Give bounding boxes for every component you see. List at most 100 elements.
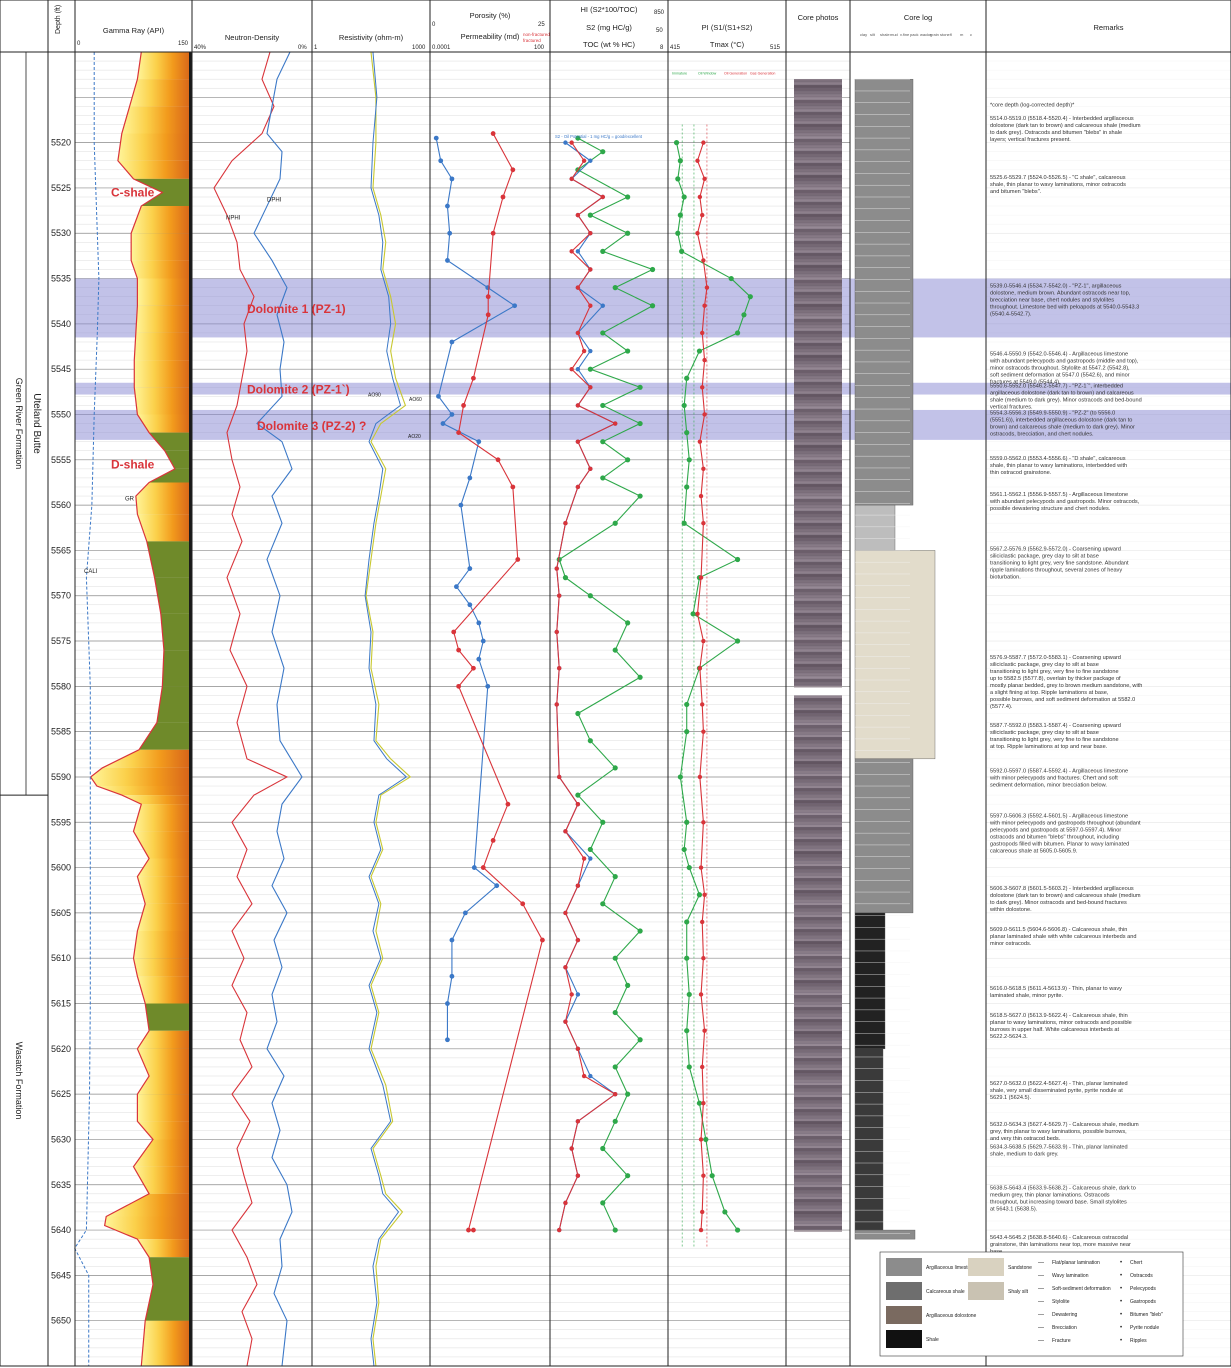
core-photo-band [794, 719, 842, 723]
shale-label: C-shale [111, 185, 155, 199]
core-photo-band [794, 190, 842, 193]
core-photo-band [794, 842, 842, 846]
core-log-bed [854, 1229, 916, 1240]
core-photo-band [794, 1010, 842, 1014]
core-photo-band [794, 346, 842, 349]
core-photo-band [794, 1022, 842, 1026]
pi-line [676, 142, 751, 1231]
permeability-point [505, 801, 511, 807]
core-photo-band [794, 1004, 842, 1008]
hi-point [600, 1145, 606, 1152]
core-photo-band [794, 1172, 842, 1176]
core-photo-band [794, 262, 842, 265]
pi-point [675, 176, 681, 182]
legend-symbol: — [1038, 1338, 1044, 1344]
tmax-point [700, 702, 705, 707]
remark-text: brown) and calcareous shale (medium to d… [990, 424, 1135, 430]
core-photo-band [794, 118, 842, 121]
depth-tick: 5555 [51, 455, 71, 465]
core-photo-band [794, 322, 842, 325]
s2-point [600, 303, 605, 308]
core-photo-band [794, 737, 842, 741]
core-photo-band [794, 1094, 842, 1098]
core-photo-band [794, 457, 842, 460]
core-photo-band [794, 418, 842, 421]
core-photo-band [794, 1013, 842, 1017]
legend-swatch [886, 1282, 922, 1300]
core-photo-band [794, 349, 842, 352]
toc-point [569, 140, 574, 145]
gr-fill [131, 233, 192, 261]
remark-text: throughout. Limestone bed with peloapods… [990, 305, 1139, 311]
core-photo-band [794, 187, 842, 190]
legend-fossil-label: Pyrite nodule [1130, 1325, 1159, 1331]
gr-fill [137, 1239, 192, 1258]
toc-point [575, 285, 581, 290]
core-photo-band [794, 133, 842, 136]
core-photo-band [794, 277, 842, 280]
core-photo-band [794, 622, 842, 625]
gr-edge [189, 52, 192, 1366]
core-photo-band [794, 1133, 842, 1137]
core-photo-band [794, 1199, 842, 1203]
core-photo-band [794, 292, 842, 295]
remark-text: shale (medium to dark grey). Minor ostra… [990, 397, 1142, 403]
tmax-point [700, 1064, 705, 1070]
core-photo-band [794, 169, 842, 172]
depth-tick: 5600 [51, 863, 71, 873]
core-photo-band [794, 827, 842, 831]
core-photo-band [794, 229, 842, 232]
legend-fossil-label: Ostracods [1130, 1273, 1153, 1279]
gr-fill [133, 178, 192, 193]
track-header: Permeability (md) [461, 32, 520, 41]
core-photo-band [794, 776, 842, 780]
pi-point [681, 520, 687, 526]
zone-label: Dolomite 1 (PZ-1) [247, 302, 346, 316]
core-photo-band [794, 992, 842, 996]
core-photo-band [794, 436, 842, 439]
core-photo-band [794, 1211, 842, 1215]
core-photo-band [794, 385, 842, 388]
dphi-curve [253, 51, 303, 1367]
core-photo-band [794, 103, 842, 106]
toc-point [563, 910, 568, 916]
tmax-point [701, 521, 706, 526]
core-photo-band [794, 256, 842, 259]
shale-label: D-shale [111, 457, 155, 471]
toc-point [575, 484, 581, 490]
scale-label: 0 [432, 22, 436, 28]
core-photo-band [794, 800, 842, 804]
gr-fill [133, 1166, 192, 1194]
core-photo-band [794, 980, 842, 984]
core-photo-band [794, 382, 842, 385]
core-photo-band [794, 911, 842, 915]
core-photo-band [794, 902, 842, 906]
core-photo-band [794, 749, 842, 753]
hi-point [625, 982, 631, 988]
hi-point [612, 1064, 618, 1070]
core-log-scale: silt [870, 32, 876, 37]
core-photo-band [794, 682, 842, 685]
core-photo-band [794, 298, 842, 301]
legend-swatch [968, 1282, 1004, 1300]
core-photo-band [794, 286, 842, 289]
pi-point [709, 1173, 715, 1179]
toc-point [581, 1073, 587, 1079]
core-photo-band [794, 728, 842, 732]
core-photo-band [794, 974, 842, 978]
core-photo-band [794, 130, 842, 133]
core-photo-band [794, 986, 842, 990]
remark-text: 5514.0-5519.0 (5518.4-5520.4) - Interbed… [990, 116, 1134, 122]
core-photo-band [794, 746, 842, 750]
tmax-point [701, 466, 706, 472]
core-photo-band [794, 259, 842, 262]
core-photo-band [794, 661, 842, 664]
core-photo-band [794, 304, 842, 307]
hi-point [600, 475, 606, 481]
remark-text: 5525.6-5529.7 (5524.0-5526.5) - "C shale… [990, 175, 1126, 181]
core-photo-band [794, 175, 842, 178]
core-photo-band [794, 568, 842, 571]
core-photo-band [794, 247, 842, 250]
gr-fill [137, 858, 192, 877]
remark-text: minor ostracods throughout. Stylolite at… [990, 366, 1130, 372]
